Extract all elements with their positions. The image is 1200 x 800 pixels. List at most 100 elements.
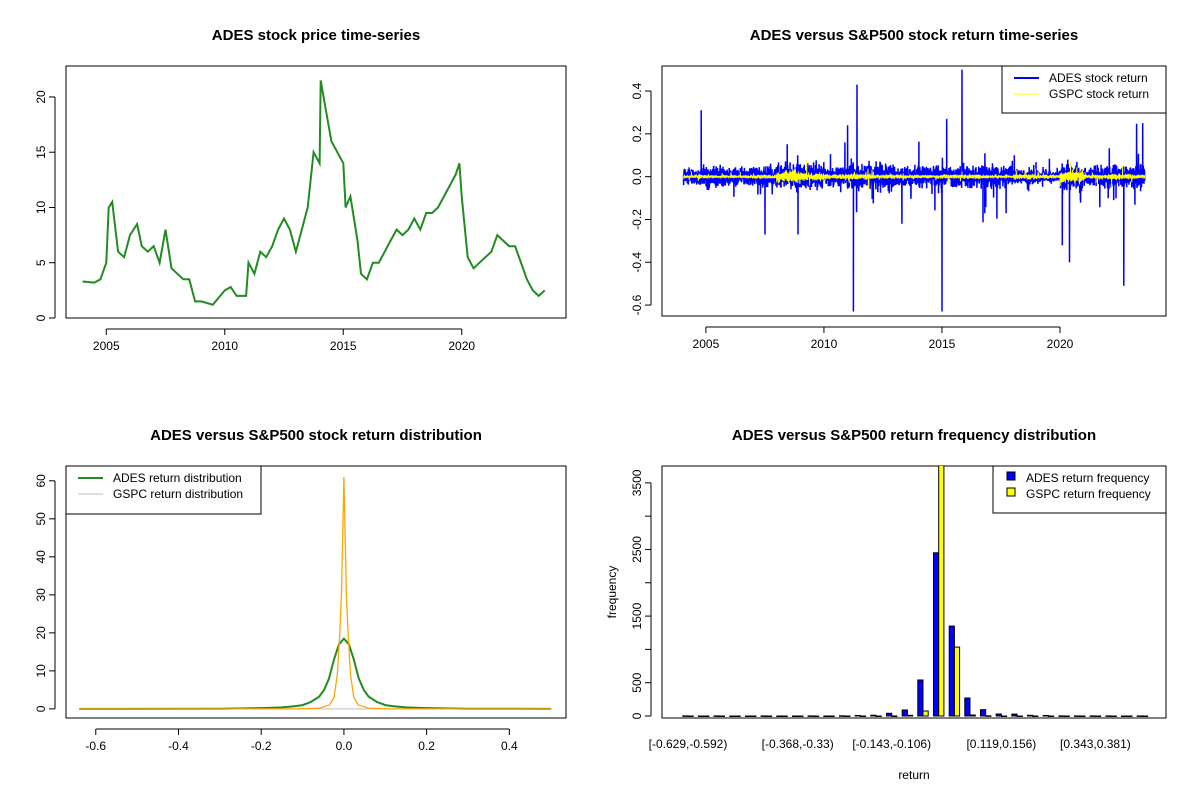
y-tick-label: 0.4	[630, 82, 644, 99]
y-tick-label: -0.4	[630, 252, 644, 273]
y-tick-label: 20	[34, 90, 48, 104]
ades-frequency-bar	[776, 715, 783, 717]
legend-box	[992, 465, 1167, 514]
chart-title: ADES versus S&P500 stock return time-ser…	[750, 27, 1078, 44]
gspc-return-line	[683, 160, 1146, 190]
y-tick-label: 5	[34, 259, 48, 266]
ades-frequency-bar	[839, 715, 846, 717]
price-line	[82, 80, 546, 306]
x-tick-label: 2010	[811, 337, 838, 351]
ades-frequency-bar	[760, 715, 767, 717]
y-tick-label: -0.2	[630, 209, 644, 230]
x-tick-label: 0.2	[418, 739, 435, 753]
ades-frequency-bar	[1074, 715, 1081, 717]
ades-frequency-bar	[1089, 715, 1096, 717]
x-category-label: [-0.143,-0.106)	[852, 737, 931, 751]
gspc-frequency-bar	[765, 715, 773, 717]
x-category-label: [0.119,0.156)	[966, 737, 1036, 751]
ades-frequency-bar	[933, 552, 940, 717]
y-tick-label: 0.0	[630, 168, 644, 185]
ades-frequency-bar	[854, 715, 861, 717]
gspc-frequency-bar	[1110, 715, 1117, 717]
y-tick-label: 0.2	[630, 125, 644, 142]
gspc-frequency-bar	[953, 646, 961, 717]
gspc-frequency-bar	[812, 715, 820, 717]
gspc-frequency-bar	[969, 714, 976, 717]
ades-frequency-bar	[1121, 715, 1128, 717]
gspc-density-line	[79, 476, 551, 710]
y-axis-title: frequency	[605, 566, 619, 619]
gspc-frequency-bar	[985, 715, 992, 717]
gspc-frequency-bar	[906, 714, 914, 717]
y-tick-label: 50	[34, 512, 48, 526]
plot-frame	[661, 465, 1167, 719]
chart-title: ADES versus S&P500 stock return distribu…	[150, 427, 482, 444]
y-tick-label: 10	[34, 200, 48, 214]
legend-box	[65, 465, 262, 515]
ades-frequency-bar	[697, 715, 705, 717]
ades-frequency-bar	[964, 697, 971, 717]
ades-frequency-bar	[1058, 715, 1065, 717]
gspc-frequency-bar	[1063, 715, 1070, 717]
x-tick-label: -0.6	[85, 739, 106, 753]
ades-frequency-bar	[917, 679, 924, 717]
x-category-label: [-0.368,-0.33)	[762, 737, 834, 751]
x-tick-label: 2005	[93, 339, 120, 353]
x-tick-label: -0.2	[251, 739, 272, 753]
legend-label: GSPC return distribution	[113, 487, 243, 501]
y-tick-label: 500	[630, 672, 644, 692]
x-category-label: [0.343,0.381)	[1060, 737, 1131, 751]
y-tick-label: 0	[34, 314, 48, 321]
gspc-frequency-bar	[750, 715, 757, 717]
gspc-frequency-bar	[1047, 715, 1055, 717]
y-tick-label: 60	[34, 474, 48, 488]
ades-frequency-bar	[886, 712, 893, 717]
ades-frequency-bar	[682, 715, 689, 717]
ades-frequency-bar	[1011, 713, 1018, 717]
ades-frequency-bar	[1136, 715, 1143, 717]
ades-frequency-bar	[792, 715, 799, 717]
chart-title: ADES stock price time-series	[212, 27, 420, 44]
plot-frame	[65, 65, 567, 319]
x-tick-label: 2020	[448, 339, 475, 353]
y-tick-label: 3500	[630, 469, 644, 496]
ades-frequency-bar	[1105, 715, 1112, 717]
y-tick-label: 10	[34, 664, 48, 678]
x-axis-title: return	[898, 768, 929, 782]
ades-frequency-bar	[980, 709, 987, 717]
gspc-frequency-bar	[718, 715, 725, 717]
chart-title: ADES versus S&P500 return frequency dist…	[732, 427, 1096, 444]
y-tick-label: 0	[34, 705, 48, 712]
ades-frequency-bar	[901, 709, 908, 717]
ades-frequency-bar	[948, 625, 955, 717]
gspc-frequency-bar	[938, 466, 945, 717]
gspc-frequency-bar	[703, 715, 710, 717]
gspc-frequency-bar	[828, 715, 835, 717]
plot-frame	[661, 65, 1167, 317]
y-tick-label: 0	[630, 712, 644, 719]
gspc-frequency-bar	[844, 715, 851, 717]
y-tick-label: 1500	[630, 602, 644, 629]
ades-frequency-bar	[870, 714, 877, 717]
x-tick-label: 2015	[929, 337, 956, 351]
ades-frequency-bar	[1042, 715, 1049, 717]
gspc-frequency-bar	[1016, 715, 1023, 717]
x-tick-label: 2020	[1047, 337, 1074, 351]
gspc-frequency-bar	[734, 715, 741, 717]
y-tick-label: 20	[34, 626, 48, 640]
gspc-frequency-bar	[781, 715, 788, 717]
gspc-frequency-bar	[1032, 715, 1039, 717]
gspc-frequency-bar	[1126, 715, 1133, 717]
legend-swatch	[1006, 487, 1016, 497]
gspc-frequency-bar	[687, 715, 694, 717]
legend-label: ADES stock return	[1049, 71, 1148, 85]
legend-box	[1001, 65, 1167, 114]
y-tick-label: -0.6	[630, 294, 644, 315]
x-tick-label: 2015	[330, 339, 357, 353]
x-tick-label: 2010	[211, 339, 238, 353]
ades-frequency-bar	[807, 715, 814, 717]
gspc-frequency-bar	[1000, 715, 1008, 717]
x-tick-label: 2005	[693, 337, 720, 351]
